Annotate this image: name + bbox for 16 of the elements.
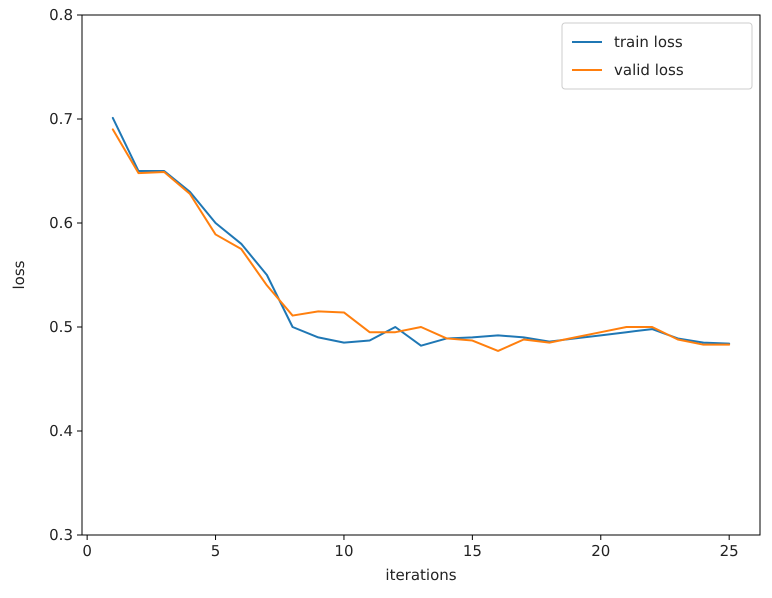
y-axis-title: loss: [10, 260, 28, 290]
y-tick-label: 0.3: [49, 526, 73, 544]
x-tick-label: 10: [334, 542, 354, 560]
x-axis-title: iterations: [385, 566, 457, 584]
x-tick-label: 0: [82, 542, 92, 560]
y-tick-label: 0.6: [49, 214, 73, 232]
y-tick-label: 0.4: [49, 422, 73, 440]
x-tick-label: 5: [210, 542, 220, 560]
legend-label: train loss: [614, 33, 683, 51]
y-tick-label: 0.7: [49, 110, 73, 128]
x-tick-label: 25: [720, 542, 739, 560]
y-tick-label: 0.5: [49, 318, 73, 336]
x-tick-label: 15: [462, 542, 482, 560]
legend-label: valid loss: [614, 61, 684, 79]
y-tick-label: 0.8: [49, 6, 73, 24]
x-tick-label: 20: [591, 542, 610, 560]
